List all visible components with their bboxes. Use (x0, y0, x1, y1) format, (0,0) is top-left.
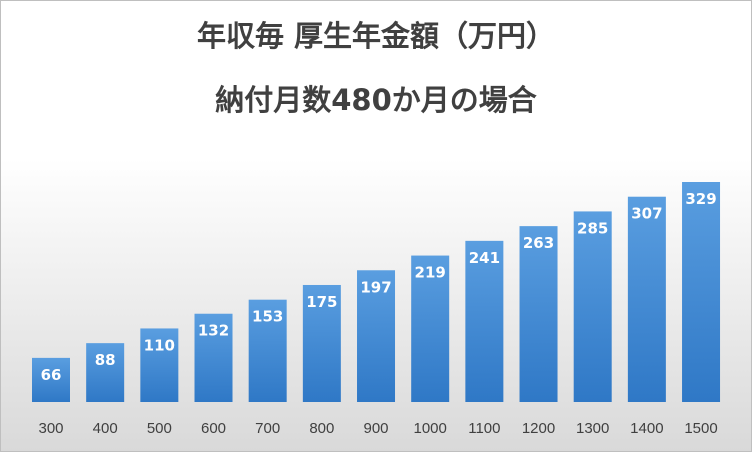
x-tick-label: 1400 (630, 420, 663, 437)
bar (302, 284, 341, 402)
value-label: 263 (523, 234, 554, 252)
bar (32, 357, 70, 402)
x-tick-label: 1100 (468, 420, 500, 437)
value-label: 175 (306, 293, 337, 311)
bar (519, 226, 558, 402)
x-tick-label: 800 (309, 420, 334, 437)
value-label: 66 (41, 366, 62, 384)
bar (627, 196, 666, 402)
x-tick-label: 1000 (414, 420, 447, 437)
bar (86, 343, 125, 402)
x-tick-label: 500 (147, 420, 172, 437)
bar (573, 211, 612, 402)
bar (248, 299, 287, 402)
x-tick-label: 600 (201, 420, 226, 437)
bar (465, 240, 504, 402)
chart-title: 年収毎 厚生年金額（万円） (197, 19, 555, 53)
value-label: 307 (631, 205, 662, 223)
value-label: 153 (252, 308, 283, 326)
value-label: 329 (685, 190, 716, 208)
bar (682, 182, 721, 402)
x-tick-label: 700 (255, 420, 280, 437)
x-tick-label: 1500 (684, 420, 717, 437)
bar (411, 255, 450, 402)
bar (357, 270, 396, 402)
value-label: 197 (360, 278, 391, 296)
x-tick-label: 900 (364, 420, 389, 437)
value-label: 241 (469, 249, 500, 267)
chart-subtitle: 納付月数480か月の場合 (215, 83, 537, 117)
x-tick-label: 1300 (576, 420, 609, 437)
x-tick-label: 400 (93, 420, 118, 437)
value-label: 219 (415, 264, 446, 282)
value-label: 110 (144, 336, 175, 354)
bar (194, 313, 233, 402)
x-tick-label: 300 (38, 420, 63, 437)
value-label: 88 (95, 351, 116, 369)
value-label: 132 (198, 322, 229, 340)
value-label: 285 (577, 219, 608, 237)
x-tick-label: 1200 (522, 420, 555, 437)
bar (140, 328, 179, 402)
